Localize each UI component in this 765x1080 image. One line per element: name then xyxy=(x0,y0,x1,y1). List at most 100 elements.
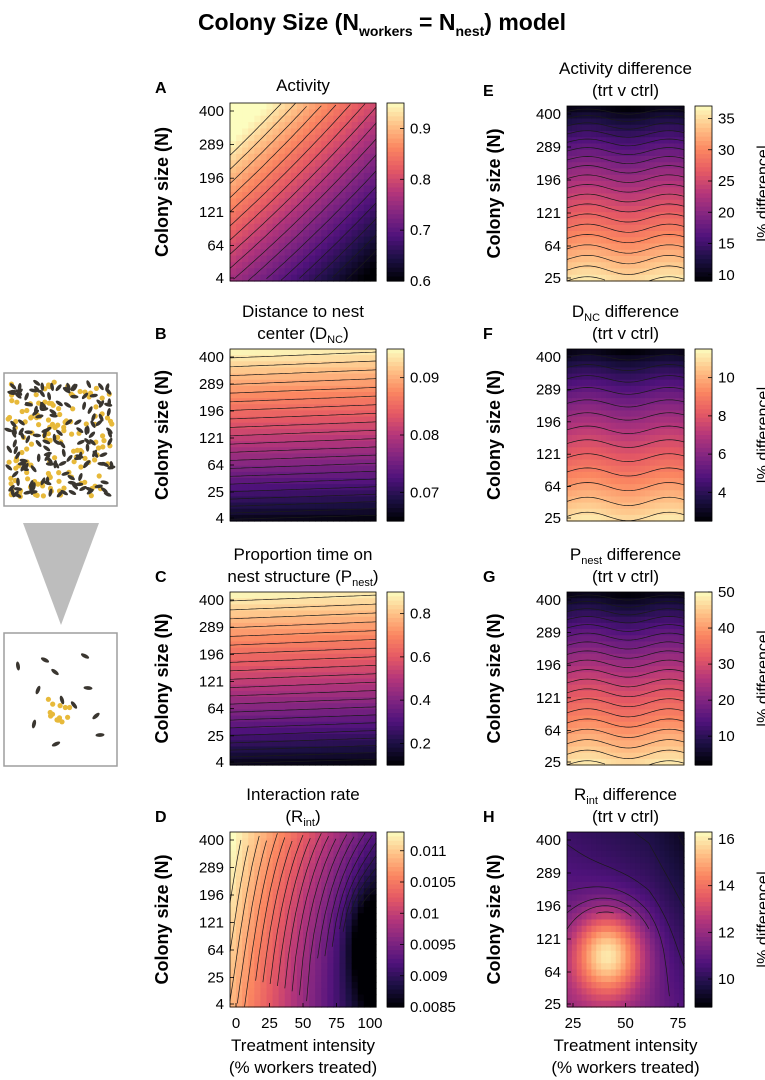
heat-cell xyxy=(309,465,316,473)
heat-cell xyxy=(630,106,636,113)
heat-cell xyxy=(290,441,298,448)
heat-cell xyxy=(606,112,612,120)
heat-cell xyxy=(596,112,602,120)
heat-cell xyxy=(645,459,651,467)
heat-cell xyxy=(327,398,335,405)
heat-cell xyxy=(591,349,597,356)
heat-cell xyxy=(567,392,573,399)
heat-cell xyxy=(333,919,341,927)
contour-line xyxy=(229,122,377,269)
heat-cell xyxy=(266,373,274,381)
heat-cell xyxy=(260,734,268,741)
heat-cell xyxy=(620,143,627,151)
heat-cell xyxy=(339,888,347,896)
heat-cell xyxy=(339,900,347,908)
heat-cell xyxy=(567,616,573,624)
heat-cell xyxy=(339,128,347,136)
heat-cell xyxy=(567,256,573,263)
heat-cell xyxy=(296,160,304,168)
heat-cell xyxy=(576,435,583,442)
heat-cell xyxy=(669,404,675,412)
heat-cell xyxy=(309,857,316,864)
heat-cell xyxy=(333,428,341,436)
heat-cell xyxy=(606,422,612,430)
heat-cell xyxy=(606,514,612,522)
heat-cell xyxy=(236,465,243,473)
bee xyxy=(70,394,79,399)
heat-cell xyxy=(369,727,377,735)
heat-cell xyxy=(567,249,573,257)
heat-cell xyxy=(363,192,371,199)
heat-cell xyxy=(278,422,286,430)
heat-cell xyxy=(254,128,262,136)
heat-cell xyxy=(260,604,268,612)
heat-cell xyxy=(309,496,316,504)
heat-cell xyxy=(248,242,255,250)
nest-cell xyxy=(70,406,76,412)
heat-cell xyxy=(321,349,328,356)
heat-cell xyxy=(576,441,583,448)
heat-cell xyxy=(333,994,341,1002)
colorbar-tick-label: 10 xyxy=(718,267,735,284)
heat-cell xyxy=(242,963,249,971)
plot-frame xyxy=(566,348,685,522)
heat-cell xyxy=(630,262,636,270)
bee xyxy=(89,439,96,446)
heat-cell xyxy=(236,471,243,479)
heat-cell xyxy=(625,465,631,473)
heat-cell xyxy=(236,653,243,661)
heat-cell xyxy=(236,422,243,430)
contour-line xyxy=(284,833,322,989)
heat-cell xyxy=(610,435,617,442)
heat-cell xyxy=(674,447,680,455)
heat-cell xyxy=(254,447,262,455)
colorbar-segment xyxy=(387,717,404,723)
heat-cell xyxy=(266,128,274,136)
heat-cell xyxy=(369,697,377,704)
heat-cell xyxy=(620,174,627,182)
heat-cell xyxy=(615,118,622,126)
heat-cell xyxy=(571,604,578,612)
heat-cell xyxy=(321,721,328,729)
heat-cell xyxy=(284,746,292,754)
heat-cell xyxy=(248,932,255,939)
heat-cell xyxy=(596,465,602,473)
nest-cell xyxy=(95,445,102,451)
heat-cell xyxy=(664,268,670,276)
bee xyxy=(13,487,23,491)
colorbar-segment xyxy=(695,396,712,402)
heat-cell xyxy=(345,616,353,624)
heat-cell xyxy=(284,616,292,624)
heat-cell xyxy=(339,361,347,369)
colorbar-segment xyxy=(387,147,404,153)
bee xyxy=(95,733,105,737)
heat-cell xyxy=(571,218,578,226)
heat-cell xyxy=(272,367,280,375)
heat-cell xyxy=(333,185,341,193)
heat-cell xyxy=(327,490,335,498)
heat-cell xyxy=(248,268,255,276)
heat-cell xyxy=(296,268,304,276)
heat-cell xyxy=(315,740,322,748)
heat-cell xyxy=(591,237,597,245)
heat-cell xyxy=(669,137,675,145)
bee xyxy=(17,419,25,426)
heat-cell xyxy=(339,428,347,436)
heat-cell xyxy=(242,900,249,908)
heat-cell xyxy=(615,243,622,251)
heat-cell xyxy=(296,416,304,424)
heat-cell xyxy=(615,404,622,412)
nest-cell xyxy=(65,714,71,720)
bee xyxy=(12,439,17,448)
heat-cell xyxy=(645,355,651,362)
heat-cell xyxy=(248,869,255,877)
heat-cell xyxy=(591,193,597,201)
heat-cell xyxy=(679,484,685,491)
colorbar-segment xyxy=(387,236,404,242)
heat-cell xyxy=(230,268,237,276)
colorbar-segment xyxy=(695,263,712,269)
colorbar-segment xyxy=(387,249,404,255)
heat-cell xyxy=(278,398,286,405)
contour-line xyxy=(229,104,351,227)
contour-line xyxy=(229,630,377,637)
